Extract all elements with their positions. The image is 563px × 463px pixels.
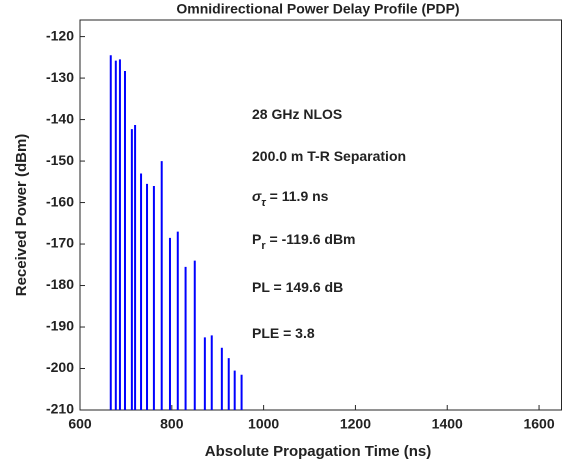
chart-title: Omnidirectional Power Delay Profile (PDP…	[176, 1, 459, 17]
annotation-subscript: r	[261, 240, 266, 252]
plot-frame	[79, 19, 562, 411]
annotation-text: 200.0 m T-R Separation	[252, 148, 406, 164]
y-tick-label: -150	[46, 152, 74, 168]
annotation-text: = -119.6 dBm	[266, 231, 356, 247]
x-tick-label: 1000	[248, 416, 279, 432]
x-tick-label: 600	[68, 416, 92, 432]
y-axis-label: Received Power (dBm)	[13, 134, 30, 297]
annotation: PL = 149.6 dB	[252, 279, 343, 295]
y-tick-label: -180	[46, 276, 74, 292]
x-tick-label: 1600	[523, 416, 554, 432]
y-tick-label: -170	[46, 235, 74, 251]
x-axis-label: Absolute Propagation Time (ns)	[205, 443, 431, 460]
y-tick-label: -210	[46, 401, 74, 417]
annotation-text: PLE = 3.8	[252, 325, 315, 341]
annotation-symbol: σ	[252, 188, 262, 204]
annotation-symbol: P	[252, 231, 261, 247]
y-tick-label: -160	[46, 193, 74, 209]
annotation: στ = 11.9 ns	[252, 188, 329, 209]
annotation: 28 GHz NLOS	[252, 106, 342, 122]
annotation-text: PL = 149.6 dB	[252, 279, 343, 295]
annotation: PLE = 3.8	[252, 325, 315, 341]
annotation-subscript: τ	[261, 197, 266, 209]
y-tick-label: -120	[46, 27, 74, 43]
y-tick-label: -190	[46, 318, 74, 334]
annotation: 200.0 m T-R Separation	[252, 148, 406, 164]
x-tick-label: 1200	[340, 416, 371, 432]
x-tick-label: 800	[160, 416, 184, 432]
y-tick-label: -140	[46, 110, 74, 126]
annotation-text: = 11.9 ns	[266, 188, 329, 204]
y-tick-label: -130	[46, 69, 74, 85]
y-tick-label: -200	[46, 359, 74, 375]
annotation: Pr = -119.6 dBm	[252, 231, 356, 252]
annotation-text: 28 GHz NLOS	[252, 106, 342, 122]
x-tick-label: 1400	[432, 416, 463, 432]
